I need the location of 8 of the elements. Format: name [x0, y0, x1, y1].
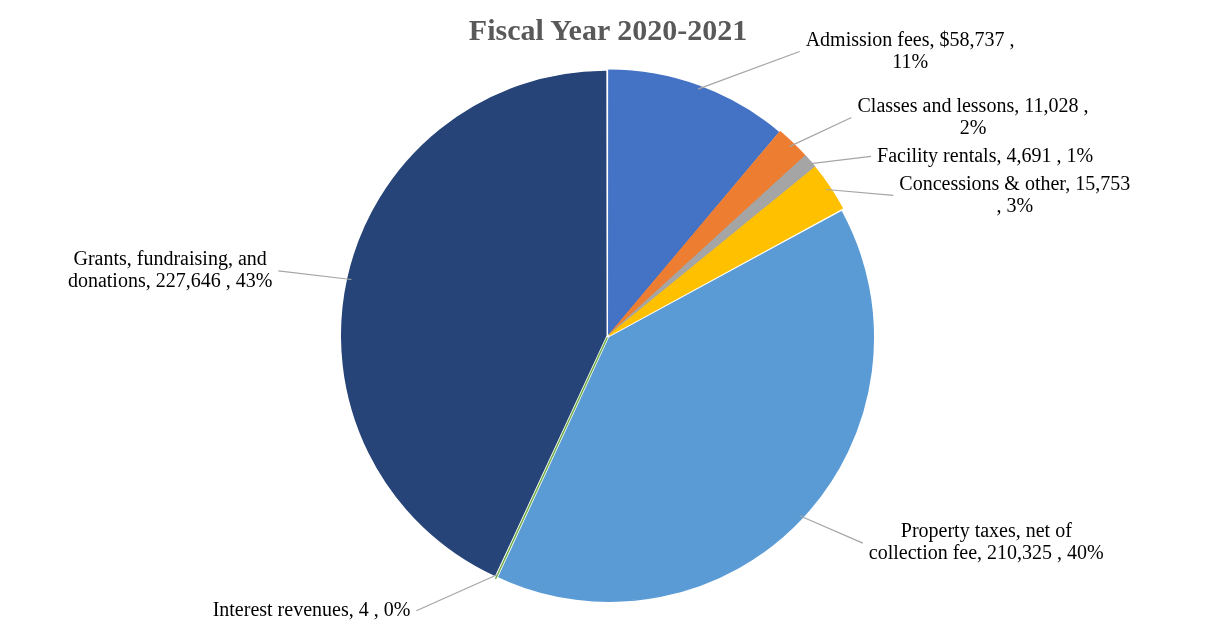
chart-title: Fiscal Year 2020-2021	[468, 12, 748, 46]
slice-label: Classes and lessons, 11,028 , 2%	[857, 93, 1089, 138]
slice-label: Grants, fundraising, and donations, 227,646 , 43%	[67, 247, 273, 292]
slice-label: Property taxes, net of collection fee, 210,325 , 40%	[868, 519, 1104, 564]
slice-label: Facility rentals, 4,691 , 1%	[877, 143, 1094, 167]
slice-label: Concessions & other, 15,753 , 3%	[899, 171, 1131, 216]
slice-label: Interest revenues, 4 , 0%	[212, 597, 411, 620]
slice-label: Admission fees, $58,737 , 11%	[805, 27, 1015, 72]
